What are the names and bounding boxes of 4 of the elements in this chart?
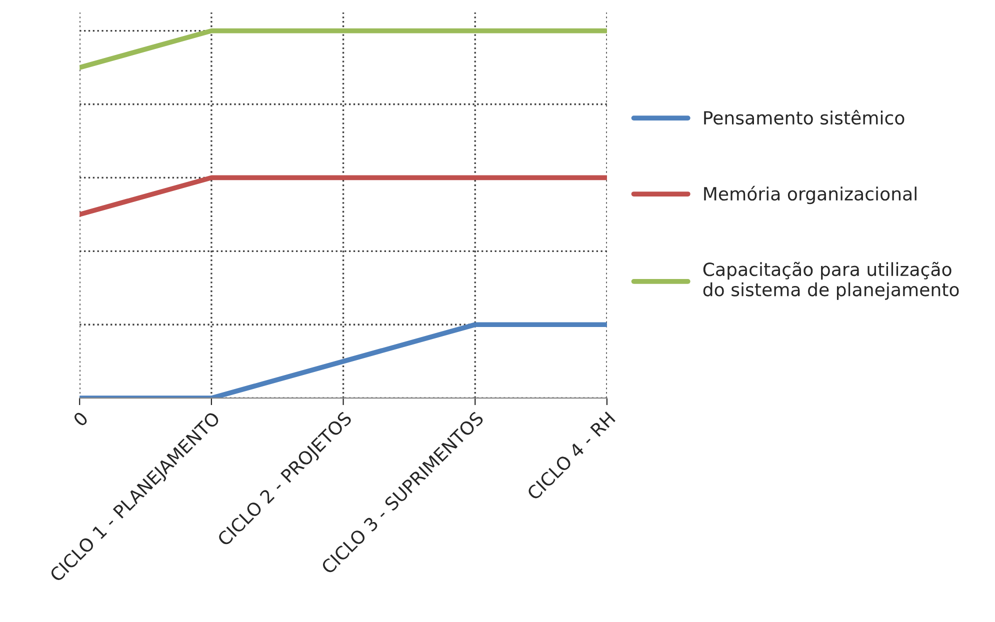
legend-label: Memória organizacional	[704, 186, 916, 204]
x-tick-label: 0	[72, 410, 89, 428]
legend-label: Capacitação para utilização do sistema de planejamento	[703, 262, 959, 300]
legend-label: Pensamento sistêmico	[704, 110, 904, 125]
